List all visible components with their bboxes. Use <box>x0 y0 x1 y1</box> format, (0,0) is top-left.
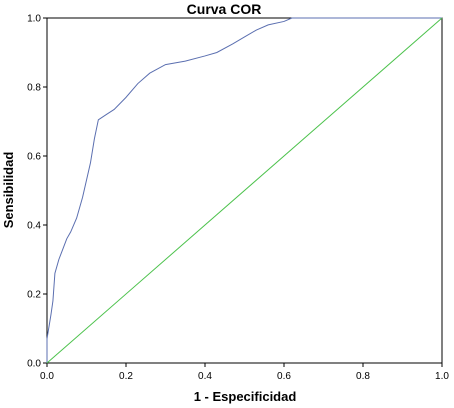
y-tick-label: 0.2 <box>27 290 41 301</box>
x-tick-label: 1.0 <box>435 371 449 382</box>
x-tick-label: 0.6 <box>277 371 291 382</box>
y-tick-label: 0.0 <box>27 359 41 370</box>
y-axis: 0.0 0.2 0.4 0.6 0.8 1.0 <box>27 14 47 370</box>
x-tick-label: 0.4 <box>198 371 212 382</box>
roc-curve-line <box>46 17 442 363</box>
x-tick-label: 0.8 <box>356 371 370 382</box>
y-tick-label: 0.8 <box>27 83 41 94</box>
x-tick-label: 0.2 <box>119 371 133 382</box>
plot-frame <box>46 17 443 364</box>
y-axis-label: Sensibilidad <box>1 152 16 229</box>
x-axis: 0.0 0.2 0.4 0.6 0.8 1.0 <box>40 363 449 382</box>
reference-diagonal-line <box>46 17 443 364</box>
x-tick-label: 0.0 <box>40 371 54 382</box>
chart-title: Curva COR <box>187 1 262 17</box>
y-tick-label: 1.0 <box>27 14 41 25</box>
y-tick-label: 0.4 <box>27 221 41 232</box>
y-tick-label: 0.6 <box>27 152 41 163</box>
x-axis-label: 1 - Especificidad <box>194 389 297 404</box>
series-group <box>46 17 443 364</box>
